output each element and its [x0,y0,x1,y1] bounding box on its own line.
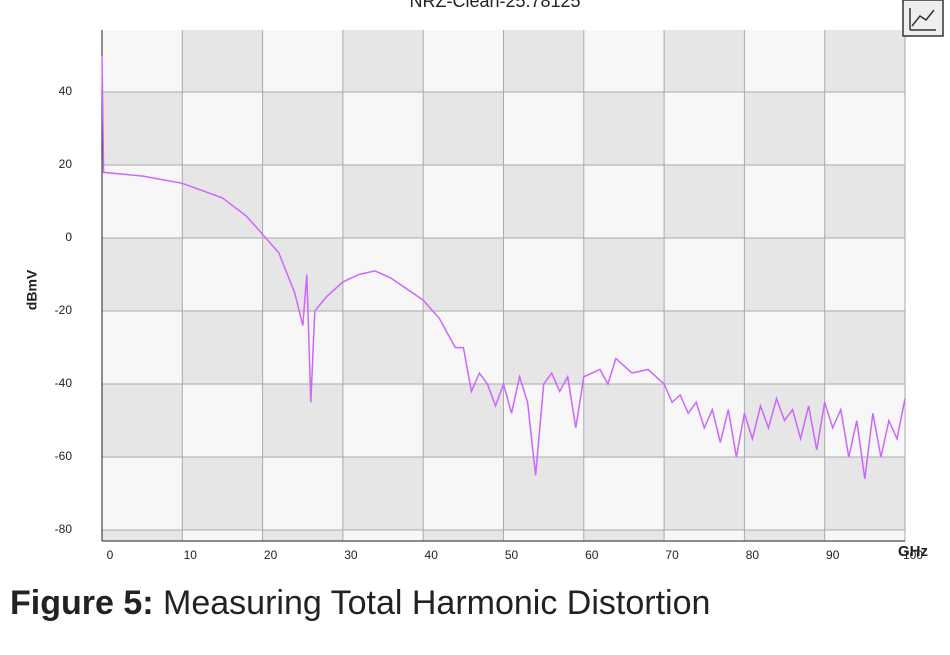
grid-cell [824,30,905,93]
grid-cell [102,238,183,312]
data-line [101,55,906,480]
grid-cell [583,384,665,458]
grid-cell [503,311,584,385]
y-tick-label: 20 [59,157,73,171]
button-icon [909,8,936,31]
grid-cell [583,92,665,166]
grid-cell [102,92,183,166]
plot: 0 10 20 30 40 50 60 70 80 90 100 -80 -60 -40 -20 0 20 40 [55,30,923,562]
x-axis-label: GHz [898,543,928,560]
grid-cell [503,457,584,531]
grid-cell [342,311,424,385]
y-tick-label: -40 [55,376,73,390]
grid-cell [102,384,183,458]
grid-cell [182,165,263,239]
grid-cell [262,384,343,458]
chart-button[interactable] [902,0,944,37]
grid-cell [423,530,504,541]
grid-cell [664,165,745,239]
grid-cell [262,530,343,541]
chart-title: NRZ-Clean-25.78125 [409,0,580,11]
x-tick-label: 50 [505,548,519,562]
grid-cell [664,457,745,531]
grid-cell [664,30,745,93]
x-tick-label: 30 [344,548,358,562]
grid-cell [182,457,263,531]
y-tick-label: -80 [55,522,73,536]
grid-cell [583,238,665,312]
x-tick-label: 100 [903,548,923,562]
x-tick-label: 70 [665,548,679,562]
y-tick-label: -60 [55,449,73,463]
grid-cell [342,165,424,239]
y-tick-label: 40 [59,84,73,98]
grid-cell [342,30,424,93]
x-tick-label: 10 [184,548,198,562]
y-axis-label: dBmV [24,269,40,310]
grid-cell [503,165,584,239]
x-tick-label: 60 [585,548,599,562]
grid-cell [824,457,905,531]
grid-cell [744,238,825,312]
grid-cell [664,311,745,385]
grid-cell [824,311,905,385]
grid-cell [342,457,424,531]
grid-cell [423,92,504,166]
grid-cell [824,165,905,239]
grid-cell [182,311,263,385]
grid-cell [182,30,263,93]
grid-cell [102,530,183,541]
grid-cell [503,30,584,93]
caption: Figure 5: Measuring Total Harmonic Disto… [10,584,710,622]
grid-cell [262,92,343,166]
x-tick-label: 90 [826,548,840,562]
grid-cell [744,530,825,541]
y-tick-label: -20 [55,303,73,317]
x-tick-label: 0 [107,548,114,562]
grid-cell [744,92,825,166]
x-tick-label: 40 [425,548,439,562]
grid-cell [423,238,504,312]
y-tick-label: 0 [65,230,72,244]
caption-text: Measuring Total Harmonic Distortion [154,584,711,622]
x-tick-label: 20 [264,548,278,562]
x-tick-label: 80 [746,548,760,562]
caption-label: Figure 5: [10,584,154,622]
grid-cell [423,384,504,458]
grid-cell [583,530,665,541]
